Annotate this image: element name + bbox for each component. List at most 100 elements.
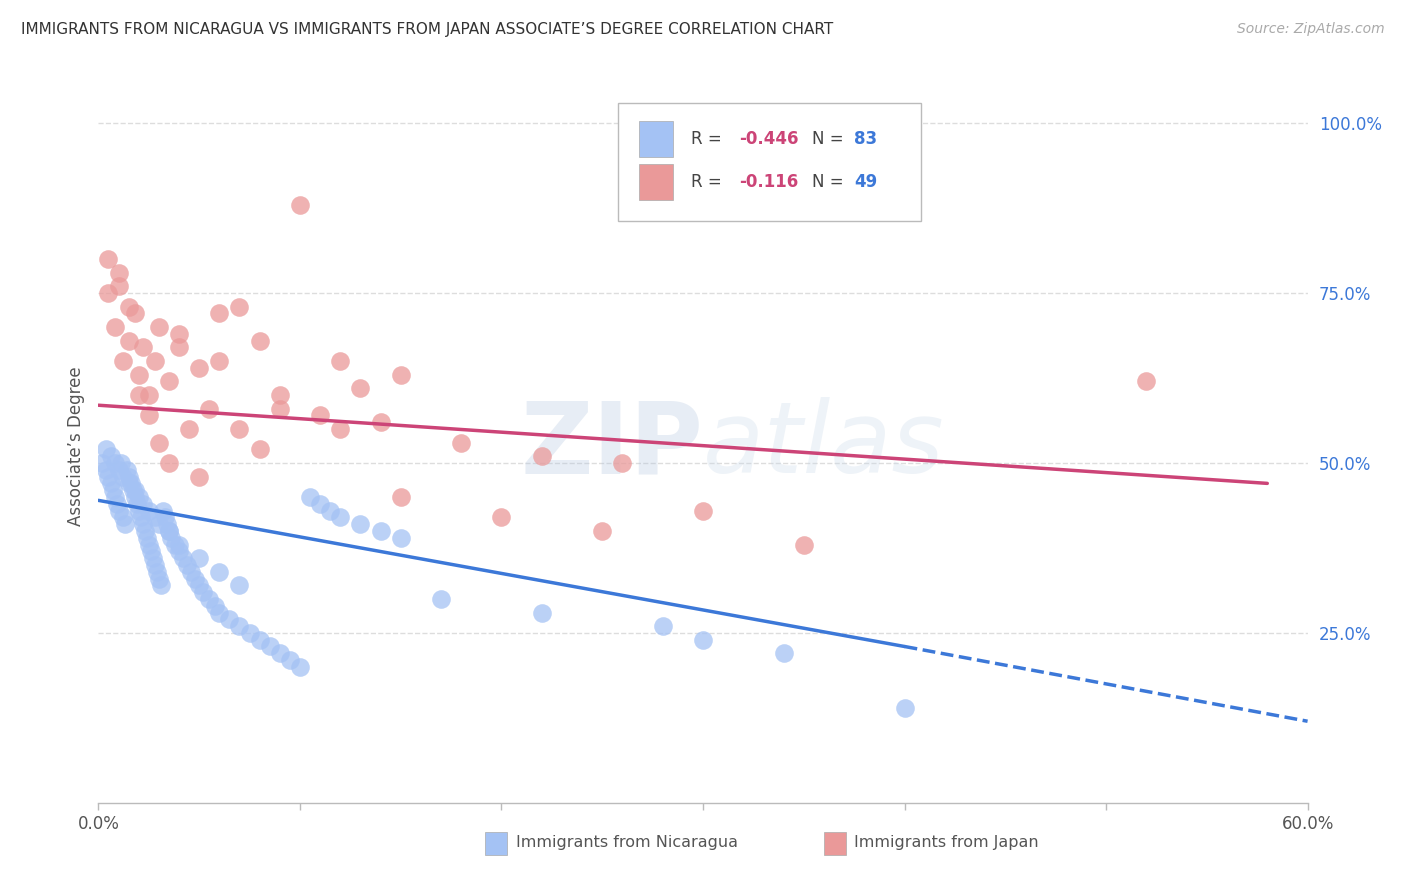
Point [612, 456, 634, 470]
Point [111, 469, 134, 483]
Point [893, 700, 915, 714]
Point [249, 442, 271, 457]
Point [651, 619, 673, 633]
Point [167, 544, 190, 558]
FancyBboxPatch shape [619, 103, 921, 221]
Point [319, 503, 342, 517]
Point [111, 354, 134, 368]
Point [491, 510, 513, 524]
Point [148, 435, 170, 450]
Point [111, 510, 134, 524]
Point [167, 341, 190, 355]
Point [110, 456, 132, 470]
Point [180, 565, 202, 579]
Point [450, 435, 472, 450]
Point [204, 599, 226, 613]
Point [188, 578, 211, 592]
Point [692, 632, 714, 647]
Point [167, 537, 190, 551]
Point [208, 565, 231, 579]
Point [269, 401, 291, 416]
Text: Immigrants from Japan: Immigrants from Japan [855, 835, 1039, 849]
Point [139, 544, 162, 558]
Text: IMMIGRANTS FROM NICARAGUA VS IMMIGRANTS FROM JAPAN ASSOCIATE’S DEGREE CORRELATIO: IMMIGRANTS FROM NICARAGUA VS IMMIGRANTS … [21, 22, 834, 37]
Point [118, 469, 141, 483]
Point [138, 537, 160, 551]
Point [128, 503, 150, 517]
Text: 49: 49 [855, 173, 877, 191]
Point [118, 334, 141, 348]
Point [97, 286, 120, 301]
Point [105, 497, 128, 511]
Point [156, 517, 179, 532]
Text: ZIP: ZIP [520, 398, 703, 494]
Point [188, 551, 211, 566]
Point [193, 585, 215, 599]
Point [249, 632, 271, 647]
Point [389, 490, 412, 504]
Point [132, 517, 155, 532]
Point [370, 524, 392, 538]
Point [530, 606, 553, 620]
Point [103, 490, 125, 504]
Point [148, 517, 170, 532]
Point [208, 306, 231, 320]
Point [107, 279, 129, 293]
Point [114, 517, 136, 532]
Bar [638, 164, 673, 200]
Point [125, 497, 148, 511]
Point [157, 375, 180, 389]
Point [157, 524, 180, 538]
Point [143, 558, 166, 572]
Point [128, 388, 150, 402]
Point [218, 612, 240, 626]
Point [118, 476, 141, 491]
Text: N =: N = [811, 130, 849, 148]
Text: N =: N = [811, 173, 849, 191]
Point [1135, 375, 1157, 389]
Point [208, 354, 231, 368]
Point [132, 497, 155, 511]
Point [329, 510, 352, 524]
Point [157, 524, 180, 538]
Point [179, 422, 201, 436]
Point [143, 510, 166, 524]
Point [172, 551, 194, 566]
Point [96, 442, 118, 457]
Point [134, 524, 156, 538]
Point [152, 503, 174, 517]
Point [91, 456, 114, 470]
Text: Source: ZipAtlas.com: Source: ZipAtlas.com [1237, 22, 1385, 37]
Point [107, 266, 129, 280]
Bar [824, 832, 845, 855]
Point [157, 456, 180, 470]
Point [124, 483, 146, 498]
Point [309, 497, 332, 511]
Text: atlas: atlas [703, 398, 945, 494]
Point [329, 354, 352, 368]
Point [96, 463, 118, 477]
Point [107, 503, 129, 517]
Point [349, 381, 371, 395]
Point [228, 300, 250, 314]
Point [163, 537, 186, 551]
Point [184, 572, 207, 586]
Point [124, 306, 146, 320]
Point [100, 449, 122, 463]
Point [249, 334, 271, 348]
Bar [638, 121, 673, 157]
Point [370, 415, 392, 429]
Point [115, 463, 138, 477]
Point [288, 660, 311, 674]
Point [167, 326, 190, 341]
Point [389, 531, 412, 545]
Point [430, 591, 453, 606]
Point [138, 409, 160, 423]
Point [103, 320, 125, 334]
Point [118, 300, 141, 314]
Text: R =: R = [690, 173, 733, 191]
Point [239, 626, 262, 640]
Point [772, 646, 794, 660]
Point [107, 463, 129, 477]
Bar [485, 832, 508, 855]
